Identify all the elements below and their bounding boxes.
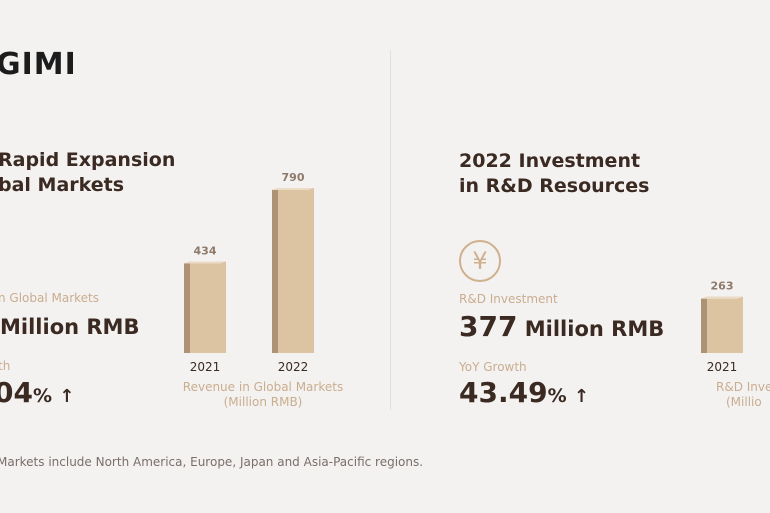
left-caption-line2: (Million RMB) — [223, 395, 303, 409]
yen-icon: ¥ — [459, 240, 501, 282]
left-metric1-label: n Global Markets — [0, 291, 100, 305]
bar-top — [272, 188, 314, 190]
left-metric2-unit: % — [32, 385, 53, 407]
bar-value-label: 790 — [282, 171, 305, 184]
bar — [190, 261, 226, 353]
right-metric1-number: 377 — [459, 310, 518, 343]
brand-logo: GIMI — [0, 47, 77, 82]
right-caption-line2: (Millio — [726, 395, 762, 409]
bar-side — [184, 261, 190, 353]
bar-value-label: 263 — [711, 280, 734, 293]
x-tick-label: 2022 — [278, 360, 309, 374]
left-chart-caption: Revenue in Global Markets (Million RMB) — [163, 380, 363, 410]
left-metric1-value: Million RMB — [0, 315, 140, 339]
right-title-line2: in R&D Resources — [459, 175, 650, 197]
left-metric2: 04% ↑ — [0, 376, 74, 409]
footnote: Markets include North America, Europe, J… — [0, 455, 424, 469]
left-metric2-label: th — [0, 359, 11, 373]
right-metric1-unit: Million RMB — [524, 317, 665, 341]
bar-top — [701, 296, 743, 299]
left-title-line2: bal Markets — [0, 174, 125, 196]
left-caption-line1: Revenue in Global Markets — [182, 380, 344, 394]
right-metric2-number: 43.49 — [459, 376, 548, 409]
x-tick-label: 2021 — [190, 360, 221, 374]
bar-side — [701, 296, 707, 353]
right-title-line1: 2022 Investment — [459, 150, 641, 172]
left-metric2-number: 04 — [0, 376, 33, 409]
up-arrow-icon: ↑ — [573, 386, 590, 407]
bar-value-label: 434 — [194, 244, 217, 257]
right-metric2-unit: % — [547, 385, 567, 407]
right-caption-line1: R&D Inve — [716, 380, 770, 394]
bar — [707, 296, 743, 353]
right-metric1: 377 Million RMB — [459, 310, 664, 343]
bar-top — [184, 261, 226, 264]
bar — [278, 188, 314, 353]
right-metric2-label: YoY Growth — [459, 360, 527, 374]
left-title-line1: Rapid Expansion — [0, 149, 176, 171]
right-metric1-label: R&D Investment — [459, 292, 558, 306]
x-tick-label: 2021 — [707, 360, 738, 374]
right-metric2: 43.49% ↑ — [459, 376, 589, 409]
up-arrow-icon: ↑ — [59, 386, 75, 407]
section-divider — [390, 50, 391, 410]
right-chart-caption: R&D Inve (Millio — [705, 380, 770, 410]
bar-side — [272, 188, 278, 353]
